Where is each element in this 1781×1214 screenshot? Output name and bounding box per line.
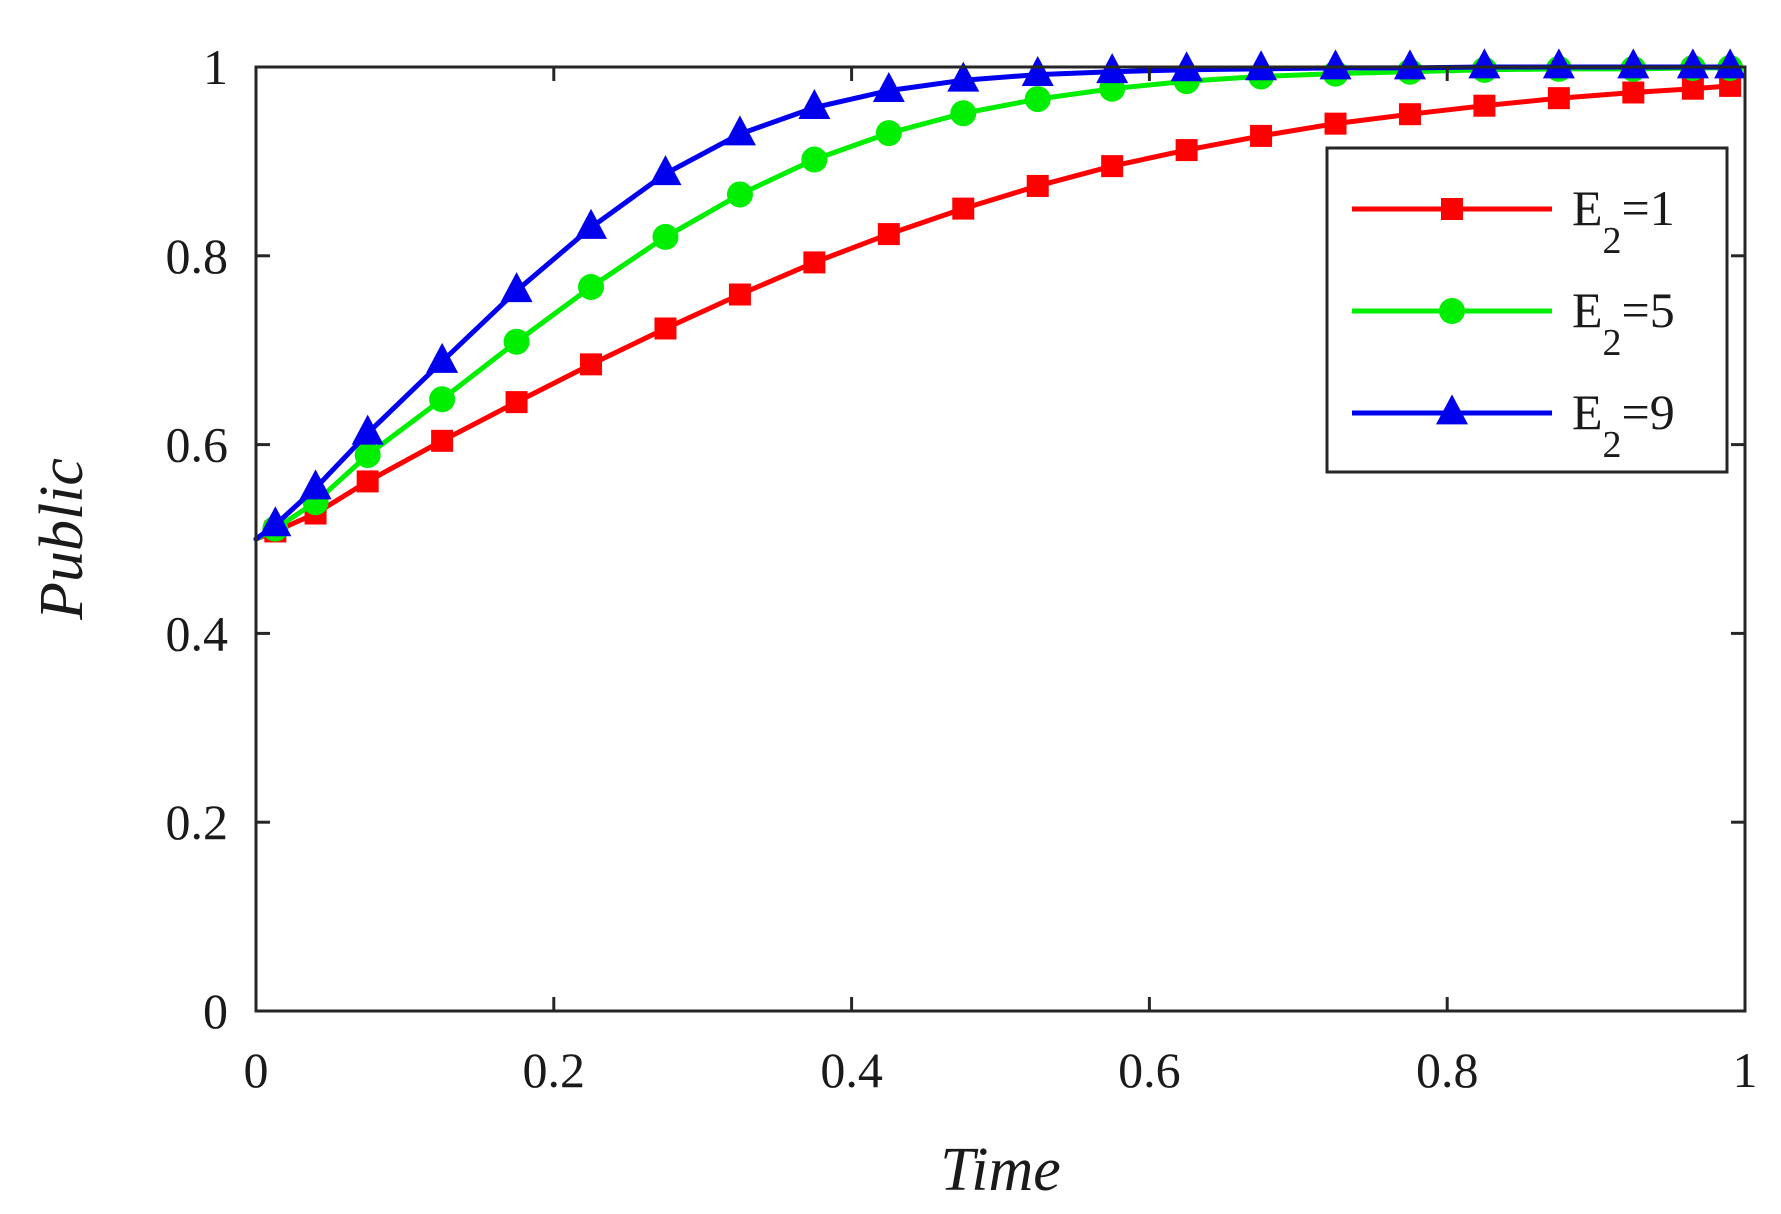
data-point	[649, 155, 682, 186]
legend-item-1: E2=1	[1352, 180, 1675, 262]
data-point	[803, 251, 826, 274]
x-tick-label: 1	[1733, 1042, 1758, 1098]
data-point	[950, 100, 977, 127]
data-point	[1714, 48, 1747, 79]
series-1	[253, 74, 1742, 543]
data-point	[354, 441, 381, 468]
data-point	[505, 391, 528, 414]
data-point	[1542, 48, 1575, 79]
data-point	[1617, 48, 1650, 79]
data-point	[356, 470, 379, 493]
series-layer	[253, 48, 1747, 543]
legend-item-2: E2=5	[1352, 282, 1675, 364]
legend-label: E2=1	[1572, 180, 1675, 262]
data-point	[1681, 77, 1704, 100]
data-point	[1398, 103, 1421, 126]
y-tick-label: 1	[203, 39, 228, 95]
data-point	[1319, 49, 1352, 80]
y-tick-label: 0.2	[166, 794, 229, 850]
data-point	[1622, 81, 1645, 104]
x-tick-label: 0.8	[1416, 1042, 1479, 1098]
legend-label: E2=5	[1572, 282, 1675, 364]
data-point	[578, 273, 605, 300]
axes-layer	[254, 65, 1747, 1013]
data-point	[728, 283, 751, 306]
x-tick-label: 0.6	[1118, 1042, 1181, 1098]
legend-label: E2=9	[1572, 384, 1675, 466]
y-axis-label: Public	[28, 458, 96, 621]
legend-item-3: E2=9	[1352, 384, 1675, 466]
data-point	[947, 61, 980, 92]
data-point	[351, 414, 384, 445]
data-point	[1175, 139, 1198, 162]
data-point	[1324, 112, 1347, 135]
y-tick-label: 0	[203, 983, 228, 1039]
data-point	[801, 146, 828, 173]
data-point	[1393, 49, 1426, 80]
data-point	[426, 342, 459, 373]
data-point	[431, 429, 454, 452]
data-point	[580, 353, 603, 376]
data-point	[952, 197, 975, 220]
y-tick-label: 0.8	[166, 228, 229, 284]
x-tick-label: 0.2	[523, 1042, 586, 1098]
data-point	[1468, 48, 1501, 79]
data-point	[299, 469, 332, 500]
data-point	[575, 208, 608, 239]
data-point	[872, 72, 905, 102]
data-point	[654, 317, 677, 340]
data-point	[1473, 94, 1496, 117]
data-point	[726, 181, 753, 208]
x-tick-label: 0	[244, 1042, 269, 1098]
legend-swatch-marker	[1439, 298, 1465, 324]
data-point	[259, 506, 292, 537]
data-point	[1547, 87, 1570, 110]
data-point	[1719, 74, 1742, 97]
data-point	[652, 223, 679, 250]
legend-swatch-marker	[1441, 198, 1463, 220]
data-point	[1250, 124, 1273, 147]
ticks-layer: 0 0.2 0.4 0.6 0.8 1 0 0.2 0.4 0.6 0.8 1	[166, 39, 1758, 1098]
data-point	[500, 272, 533, 303]
data-point	[875, 120, 902, 147]
data-point	[877, 223, 900, 246]
legend-swatch-marker	[1436, 394, 1468, 425]
data-point	[1026, 174, 1049, 197]
data-point	[723, 115, 756, 146]
data-point	[1245, 50, 1278, 81]
y-tick-label: 0.4	[166, 605, 229, 661]
x-axis-label: Time	[940, 1136, 1061, 1204]
axes-box	[254, 65, 1747, 1013]
legend: E2=1 E2=5 E2=9	[1325, 146, 1729, 474]
data-point	[798, 88, 831, 119]
data-point	[503, 328, 530, 355]
data-point	[1676, 48, 1709, 79]
data-point	[1024, 86, 1051, 113]
x-tick-label: 0.4	[820, 1042, 883, 1098]
data-point	[429, 386, 456, 413]
y-tick-label: 0.6	[166, 417, 229, 473]
data-point	[1101, 155, 1124, 178]
data-point	[1021, 55, 1054, 86]
